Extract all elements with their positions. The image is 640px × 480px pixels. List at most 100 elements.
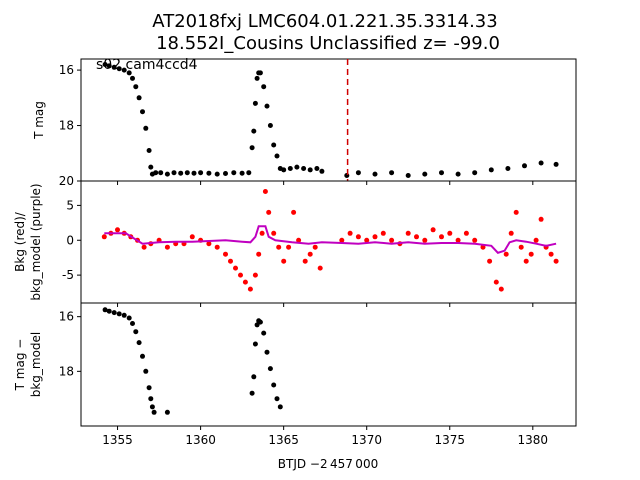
data-point (307, 251, 313, 257)
data-point (254, 75, 260, 81)
y-tick-label: 0 (66, 233, 74, 247)
data-point (130, 321, 135, 326)
data-point (447, 230, 453, 236)
data-point (372, 234, 378, 240)
y-tick-label: 5 (66, 198, 74, 212)
data-point (164, 171, 170, 177)
y-axis-label-bottom-line1: T mag − (13, 339, 27, 392)
plot-area-bottom (102, 307, 283, 415)
data-point (389, 237, 395, 243)
data-point (191, 170, 197, 176)
data-point (286, 244, 292, 250)
data-point (455, 171, 461, 177)
data-point (493, 279, 499, 285)
data-point (184, 170, 190, 176)
y-tick-label: 18 (59, 119, 74, 133)
data-point (414, 234, 419, 240)
data-point (296, 237, 302, 243)
data-point (480, 244, 486, 250)
camera-annotation: s02 cam4ccd4 (96, 57, 198, 73)
data-point (251, 128, 257, 134)
data-point (178, 170, 184, 176)
data-point (214, 171, 220, 177)
data-point (518, 244, 524, 250)
data-point (206, 241, 212, 247)
data-point (548, 251, 554, 257)
data-point (355, 234, 361, 240)
y-tick-label: 18 (59, 364, 74, 378)
y-axis-label-top: T mag (32, 101, 46, 140)
data-point (136, 95, 142, 101)
data-point (121, 67, 127, 73)
data-point (301, 166, 307, 171)
data-point (102, 307, 108, 313)
data-point (422, 171, 428, 177)
data-point (314, 166, 320, 171)
plot-area-middle (101, 189, 559, 292)
data-point (158, 170, 164, 176)
data-point (533, 237, 539, 243)
data-point (267, 123, 273, 128)
data-point (312, 244, 318, 250)
data-point (223, 251, 228, 257)
data-point (389, 170, 395, 176)
data-point (149, 404, 155, 410)
data-point (372, 171, 378, 177)
data-point (257, 70, 263, 76)
data-point (136, 340, 142, 346)
data-point (488, 167, 494, 173)
data-point (146, 385, 152, 391)
data-point (281, 258, 287, 264)
x-tick-label: 1380 (518, 433, 549, 447)
plot-area-top (102, 59, 559, 181)
data-point (148, 396, 154, 402)
data-point (291, 209, 297, 215)
data-point (302, 258, 308, 264)
data-point (271, 382, 277, 388)
data-point (259, 230, 265, 236)
data-point (133, 329, 139, 335)
data-point (405, 230, 411, 236)
data-point (307, 167, 313, 173)
data-point (164, 244, 170, 250)
data-point (198, 170, 204, 176)
data-point (249, 390, 255, 396)
data-point (271, 142, 277, 148)
data-point (276, 244, 282, 250)
data-point (380, 230, 386, 236)
data-point (347, 230, 353, 236)
data-point (252, 341, 258, 347)
data-point (106, 63, 112, 69)
data-point (264, 349, 270, 355)
data-point (133, 84, 139, 90)
data-point (116, 311, 122, 317)
data-point (257, 319, 263, 325)
data-point (317, 265, 323, 271)
data-point (463, 230, 469, 236)
data-point (251, 374, 257, 380)
data-point (102, 62, 108, 67)
y-tick-label: 16 (59, 63, 74, 77)
series-line-bkg-model (104, 225, 557, 254)
x-tick-label: 1375 (434, 433, 465, 447)
data-point (252, 100, 258, 106)
data-point (513, 209, 519, 215)
data-point (287, 166, 293, 171)
data-point (538, 160, 544, 166)
data-point (455, 237, 461, 243)
data-point (223, 171, 228, 176)
data-point (528, 251, 534, 257)
data-point (143, 125, 149, 131)
y-axis-label-bottom-line2: bkg_model (29, 332, 43, 398)
y-axis-label-middle-line1: Bkg (red)/ (13, 211, 27, 272)
x-tick-label: 1355 (102, 433, 133, 447)
data-point (151, 409, 157, 415)
y-axis-label-middle-line2: bkg_model (purple) (29, 183, 43, 300)
data-point (339, 237, 345, 243)
data-point (126, 70, 132, 76)
data-point (115, 227, 120, 233)
data-point (294, 164, 300, 170)
data-point (249, 145, 255, 151)
data-point (355, 170, 361, 176)
data-point (206, 170, 212, 176)
